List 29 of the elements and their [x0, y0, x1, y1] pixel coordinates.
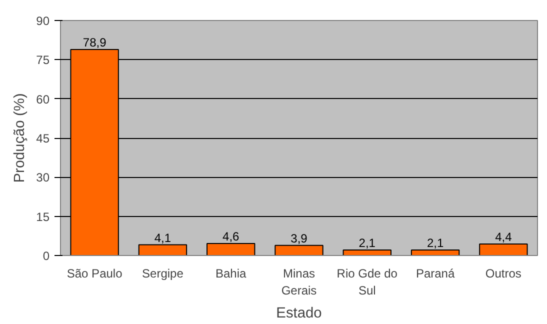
y-tick-label: 90 — [36, 14, 50, 28]
bar — [479, 244, 528, 256]
data-label: 78,9 — [82, 35, 107, 50]
x-tick-label: Paraná — [416, 266, 455, 280]
x-axis-title: Estado — [276, 305, 322, 322]
data-label: 3,9 — [290, 231, 308, 246]
bar — [206, 242, 256, 256]
y-tick-label: 75 — [36, 53, 50, 68]
bar — [410, 250, 460, 256]
data-label: 2,1 — [426, 236, 444, 250]
y-tick-label: 30 — [36, 170, 50, 185]
x-tick-label: Outros — [485, 266, 522, 280]
bar — [274, 244, 324, 256]
x-tick-label: Sergipe — [142, 266, 184, 280]
data-label: 4,6 — [222, 229, 240, 244]
y-tick-label: 0 — [42, 249, 50, 263]
data-label: 2,1 — [358, 236, 376, 250]
data-label: 4,4 — [495, 230, 512, 244]
x-tick-label: Bahia — [216, 266, 247, 280]
bar — [138, 244, 188, 256]
bar — [342, 250, 392, 256]
x-tick-label: São Paulo — [66, 266, 123, 280]
y-axis-title: Produção (%) — [12, 93, 28, 183]
data-label: 4,1 — [154, 230, 172, 245]
x-tick-label: Rio Gde do Sul — [336, 266, 398, 298]
y-tick-label: 15 — [36, 210, 50, 224]
y-tick-label: 45 — [36, 132, 50, 146]
x-tick-label: Minas Gerais — [281, 266, 317, 298]
y-tick-label: 60 — [36, 92, 50, 106]
